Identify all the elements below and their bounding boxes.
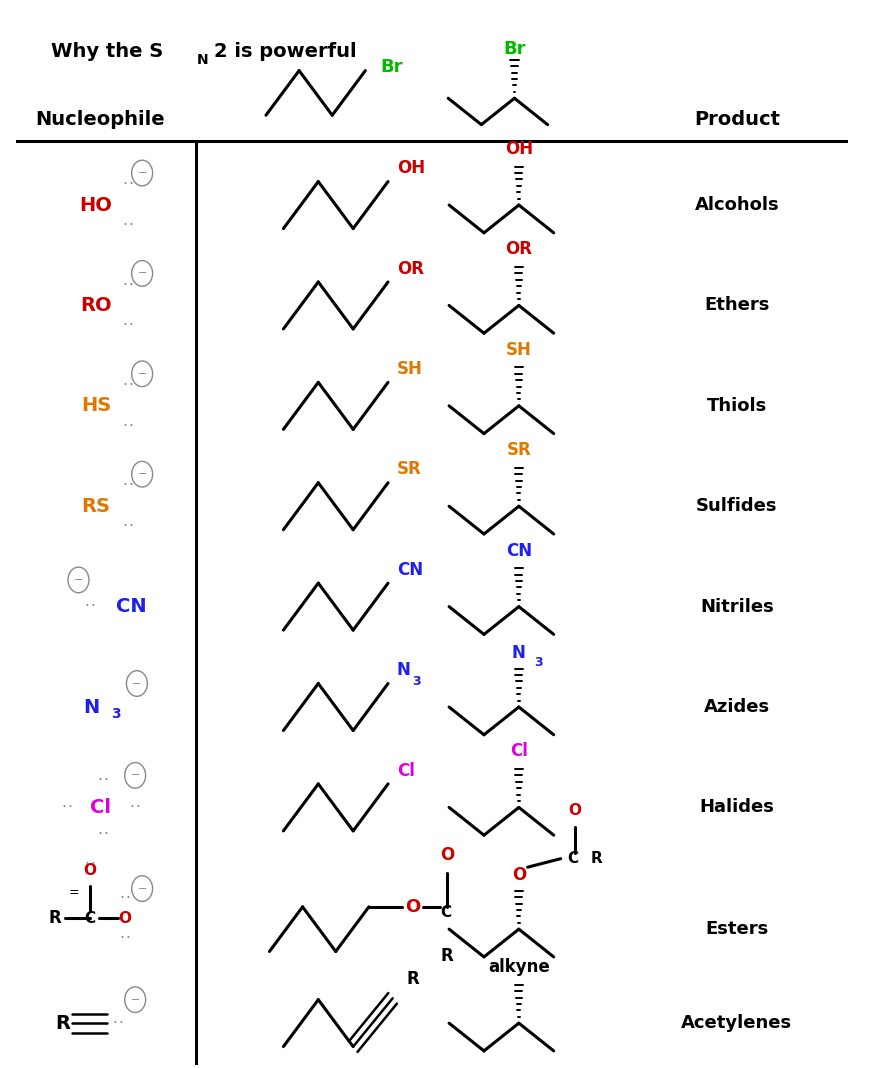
Text: OR: OR bbox=[506, 240, 532, 258]
Text: CN: CN bbox=[506, 541, 532, 560]
Text: ·: · bbox=[98, 827, 102, 842]
Text: OH: OH bbox=[397, 159, 425, 177]
Text: Cl: Cl bbox=[90, 798, 111, 817]
Text: ·: · bbox=[123, 318, 127, 333]
Text: O: O bbox=[84, 863, 96, 878]
Text: RO: RO bbox=[80, 296, 112, 315]
Text: ·: · bbox=[62, 800, 66, 815]
Text: Esters: Esters bbox=[705, 921, 768, 938]
Text: O: O bbox=[440, 846, 454, 864]
Text: R: R bbox=[48, 910, 61, 927]
Text: ·: · bbox=[119, 931, 124, 946]
Text: alkyne: alkyne bbox=[488, 958, 549, 976]
Text: ·: · bbox=[123, 278, 127, 293]
Text: ·: · bbox=[91, 857, 95, 871]
Text: Nitriles: Nitriles bbox=[700, 598, 773, 615]
Text: ·: · bbox=[126, 931, 130, 946]
Text: −: − bbox=[131, 994, 140, 1005]
Text: O: O bbox=[512, 866, 526, 884]
Text: CN: CN bbox=[116, 597, 146, 616]
Text: C: C bbox=[440, 905, 452, 920]
Text: ·: · bbox=[112, 1016, 117, 1031]
Text: SH: SH bbox=[506, 341, 532, 359]
Text: R: R bbox=[441, 947, 453, 965]
Text: −: − bbox=[138, 883, 146, 894]
Text: ·: · bbox=[91, 599, 95, 614]
Text: N: N bbox=[197, 52, 208, 67]
Text: ·: · bbox=[129, 177, 133, 192]
Text: OH: OH bbox=[505, 140, 533, 158]
Text: Cl: Cl bbox=[397, 761, 414, 780]
Text: C: C bbox=[568, 851, 579, 866]
Text: −: − bbox=[138, 168, 146, 178]
Text: ·: · bbox=[123, 478, 127, 493]
Text: OR: OR bbox=[397, 260, 424, 278]
Text: SR: SR bbox=[397, 460, 421, 478]
Text: HS: HS bbox=[81, 396, 111, 415]
Text: Halides: Halides bbox=[699, 799, 774, 816]
Text: −: − bbox=[138, 268, 146, 279]
Text: 2 is powerful: 2 is powerful bbox=[214, 42, 357, 61]
Text: ·: · bbox=[129, 478, 133, 493]
Text: HO: HO bbox=[79, 195, 112, 215]
Text: −: − bbox=[138, 368, 146, 379]
Text: ·: · bbox=[123, 419, 127, 434]
Text: ·: · bbox=[129, 519, 133, 534]
Text: ·: · bbox=[123, 519, 127, 534]
Text: 3: 3 bbox=[111, 707, 120, 722]
Text: O: O bbox=[569, 803, 581, 818]
Text: ·: · bbox=[119, 1016, 123, 1031]
Text: −: − bbox=[74, 575, 83, 585]
Text: 3: 3 bbox=[535, 656, 543, 669]
Text: ·: · bbox=[136, 800, 140, 815]
Text: O: O bbox=[119, 911, 131, 926]
Text: ·: · bbox=[104, 773, 108, 788]
Text: Azides: Azides bbox=[704, 698, 770, 716]
Text: Product: Product bbox=[694, 110, 780, 129]
Text: 3: 3 bbox=[412, 675, 421, 688]
Text: Why the S: Why the S bbox=[51, 42, 163, 61]
Text: ·: · bbox=[119, 891, 124, 906]
Text: R: R bbox=[590, 851, 602, 866]
Text: ·: · bbox=[85, 857, 89, 871]
Text: ·: · bbox=[123, 218, 127, 233]
Text: Alcohols: Alcohols bbox=[694, 197, 780, 214]
Text: R: R bbox=[55, 1014, 70, 1033]
Text: =: = bbox=[69, 886, 79, 899]
Text: ·: · bbox=[104, 827, 108, 842]
Text: C: C bbox=[85, 911, 95, 926]
Text: ·: · bbox=[130, 800, 134, 815]
Text: RS: RS bbox=[81, 497, 111, 516]
Text: SR: SR bbox=[507, 441, 531, 459]
Text: Nucleophile: Nucleophile bbox=[36, 110, 165, 129]
Text: −: − bbox=[131, 770, 140, 781]
Text: ·: · bbox=[68, 800, 72, 815]
Text: ·: · bbox=[129, 278, 133, 293]
Text: R: R bbox=[406, 970, 419, 988]
Text: CN: CN bbox=[397, 561, 423, 579]
Text: ·: · bbox=[85, 599, 89, 614]
Text: N: N bbox=[512, 644, 526, 662]
Text: Thiols: Thiols bbox=[706, 397, 767, 414]
Text: −: − bbox=[133, 678, 141, 689]
Text: ·: · bbox=[129, 218, 133, 233]
Text: ·: · bbox=[129, 318, 133, 333]
Text: Cl: Cl bbox=[510, 742, 528, 760]
Text: Ethers: Ethers bbox=[705, 297, 769, 314]
Text: ·: · bbox=[129, 419, 133, 434]
Text: Acetylenes: Acetylenes bbox=[681, 1015, 793, 1032]
Text: −: − bbox=[138, 469, 146, 480]
Text: N: N bbox=[397, 661, 411, 679]
Text: ·: · bbox=[123, 378, 127, 393]
Text: O: O bbox=[405, 898, 420, 916]
Text: ·: · bbox=[126, 891, 130, 906]
Text: Br: Br bbox=[380, 59, 403, 77]
Text: Sulfides: Sulfides bbox=[696, 498, 778, 515]
Text: ·: · bbox=[123, 177, 127, 192]
Text: N: N bbox=[84, 697, 99, 717]
Text: ·: · bbox=[98, 773, 102, 788]
Text: ·: · bbox=[129, 378, 133, 393]
Text: Br: Br bbox=[503, 40, 526, 58]
Text: SH: SH bbox=[397, 360, 423, 378]
